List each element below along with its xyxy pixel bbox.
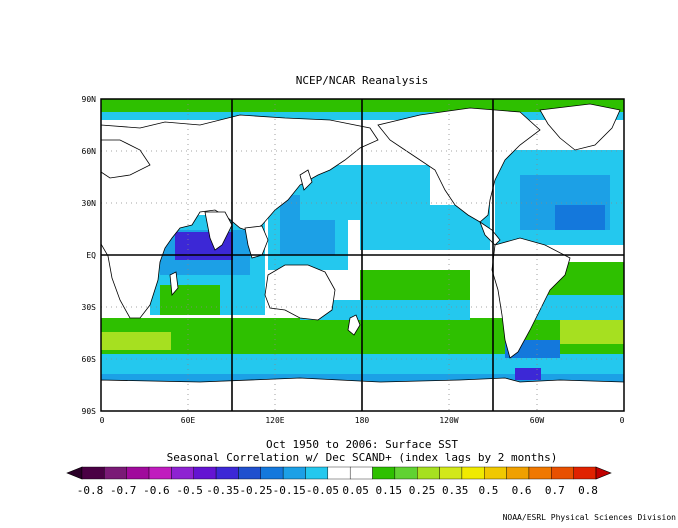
colorbar-swatch [394,466,418,480]
colorbar-label: 0.8 [578,484,598,497]
north-atlantic-strong [555,205,605,230]
colorbar-over-arrow [595,466,612,480]
colorbar-label: -0.25 [239,484,272,497]
lat-label: 90S [82,407,97,416]
land-south-america [491,237,571,359]
caption-line-2: Seasonal Correlation w/ Dec SCAND+ (inde… [167,451,558,464]
indian-ocean-green [160,285,220,315]
colorbar-swatch [126,466,150,480]
colorbar-label: 0.25 [409,484,436,497]
longitude-labels: 0 60E 120E 180 120W 60W 0 [100,416,625,425]
region-box-lines [101,99,624,411]
lon-label: 120E [265,416,284,425]
colorbar-swatch [193,466,217,480]
colorbar-swatch [439,466,463,480]
colorbar-swatch [551,466,574,480]
colorbar-swatch [238,466,261,480]
colorbar-swatch [282,466,306,480]
colorbar-swatch [417,466,440,480]
lon-label: 60E [181,416,196,425]
colorbar [66,466,612,480]
colorbar-swatch [506,466,530,480]
colorbar-label: -0.35 [206,484,239,497]
lat-label: 60S [82,355,97,364]
colorbar-label: -0.5 [176,484,203,497]
south-pacific-cyan [300,300,470,320]
colorbar-swatch [148,466,172,480]
land-europe [101,139,151,179]
colorbar-swatch [573,466,597,480]
lat-label: 30S [82,303,97,312]
colorbar-swatch [104,466,127,480]
map-frame [100,98,625,412]
lon-label: 0 [620,416,625,425]
credit-text: NOAA/ESRL Physical Sciences Division [503,513,677,522]
sst-correlation-map [101,99,624,411]
colorbar-swatch [461,466,485,480]
southern-yellow-patch-2 [560,320,624,344]
colorbar-label: 0.15 [376,484,403,497]
land-central-america [479,220,501,246]
colorbar-under-arrow [66,466,83,480]
colorbar-label: 0.35 [442,484,469,497]
latitude-labels: 90N 60N 30N EQ 30S 60S 90S [82,95,97,416]
southern-yellow-patch-1 [101,332,171,350]
land-new-zealand [347,314,361,336]
colorbar-label: 0.6 [512,484,532,497]
colorbar-swatch [171,466,194,480]
colorbar-label: -0.8 [77,484,104,497]
colorbar-label: -0.05 [306,484,339,497]
colorbar-label: -0.7 [110,484,137,497]
colorbar-label: 0.05 [342,484,369,497]
land-australia [264,264,336,321]
land-madagascar [169,271,179,296]
caption-line-1: Oct 1950 to 2006: Surface SST [266,438,458,451]
colorbar-swatch [372,466,396,480]
colorbar-swatch [215,466,239,480]
east-pacific-green [360,270,470,300]
colorbar-swatch [528,466,552,480]
colorbar-swatch [260,466,284,480]
colorbar-label: 0.5 [478,484,498,497]
colorbar-labels: -0.8 -0.7 -0.6 -0.5 -0.35 -0.25 -0.15 -0.05 0.05… [77,484,598,497]
lon-label: 180 [355,416,370,425]
land-japan [299,169,313,191]
lat-label: 30N [82,199,97,208]
land-india [204,211,233,251]
land-greenland [539,103,621,151]
lon-label: 0 [100,416,105,425]
lat-label: 90N [82,95,97,104]
lon-label: 120W [439,416,458,425]
lon-label: 60W [530,416,545,425]
colorbar-swatch [327,466,351,480]
land-north-america [377,107,541,223]
lat-label: EQ [86,251,96,260]
lat-label: 60N [82,147,97,156]
colorbar-swatch [484,466,507,480]
colorbar-swatch [81,466,105,480]
colorbar-label: -0.6 [143,484,170,497]
colorbar-label: 0.7 [545,484,565,497]
peninsula-blue [515,368,541,380]
colorbar-swatch [349,466,373,480]
colorbar-label: -0.15 [273,484,306,497]
colorbar-swatch [305,466,329,480]
figure-title: NCEP/NCAR Reanalysis [296,74,428,87]
